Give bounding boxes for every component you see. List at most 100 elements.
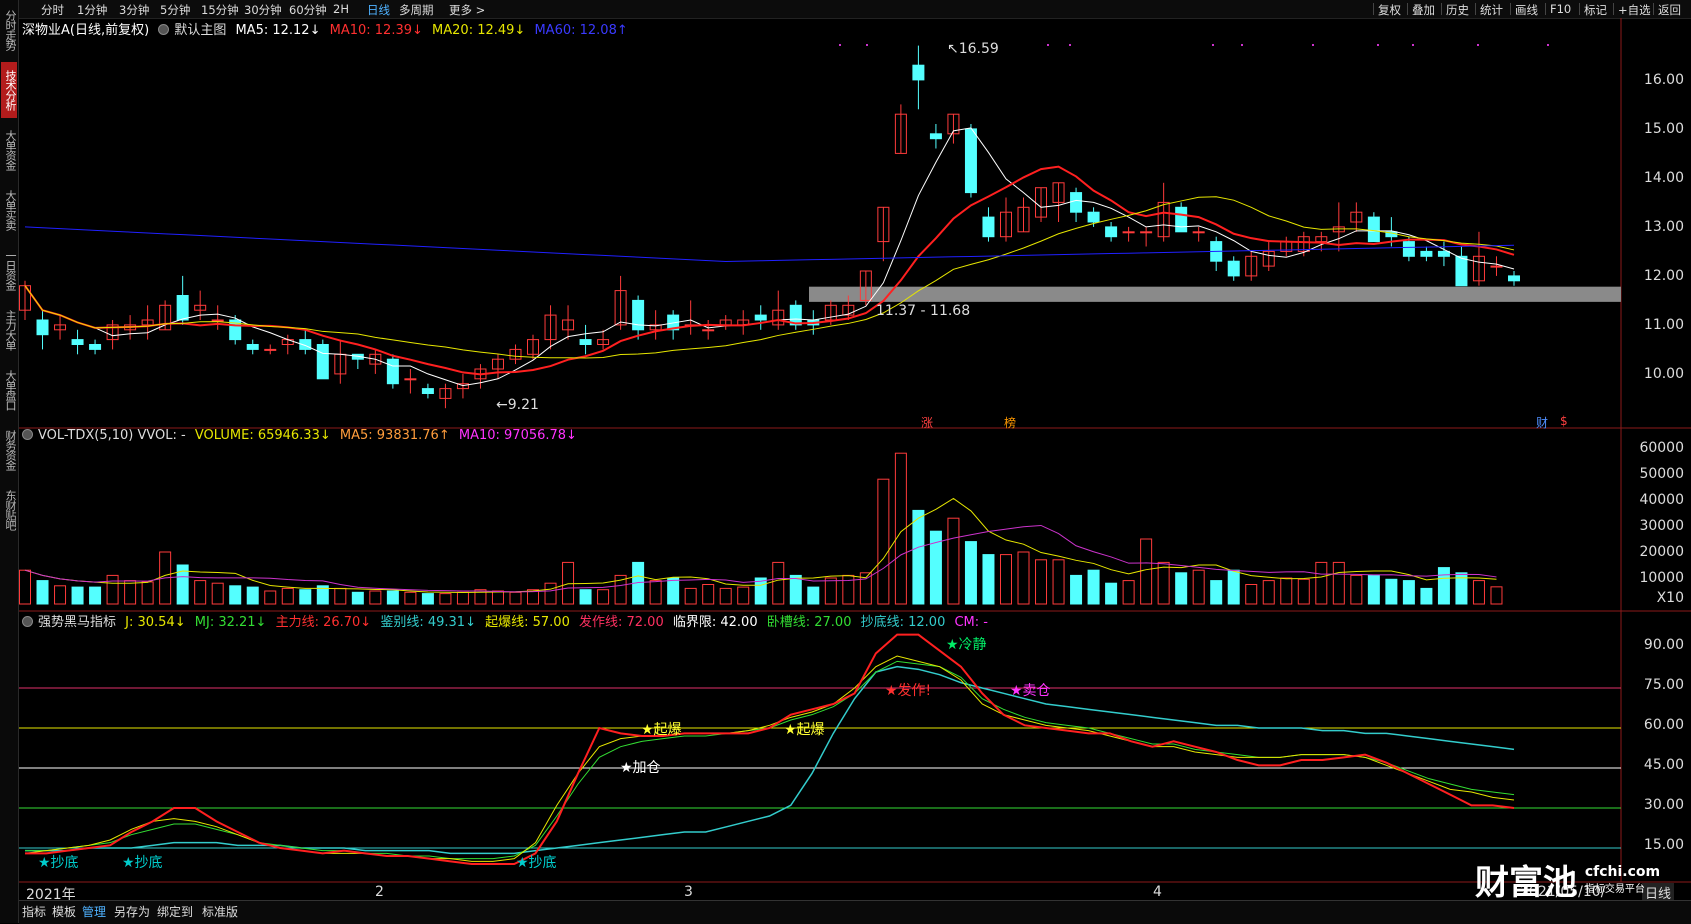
candle-down[interactable] (632, 299, 645, 331)
candle-up[interactable] (106, 324, 119, 341)
candle-down[interactable] (421, 388, 434, 395)
template-name[interactable]: 默认主图 (174, 23, 227, 38)
candle-up[interactable] (999, 211, 1012, 238)
sidebar-tab-6[interactable]: 大单盘口 (4, 370, 17, 410)
event-marker[interactable]: $ (1560, 414, 1568, 428)
candle-up[interactable] (369, 353, 382, 365)
candle-down[interactable] (316, 344, 329, 380)
candle-down[interactable] (1508, 275, 1520, 282)
candle-up[interactable] (772, 309, 785, 326)
period-tab-3[interactable]: 5分钟 (160, 3, 191, 17)
candle-down[interactable] (929, 133, 942, 140)
sidebar-tab-2[interactable]: 大单资金 (4, 130, 17, 170)
candle-up[interactable] (54, 324, 67, 331)
toolbar-button-1[interactable]: 叠加 (1412, 3, 1435, 17)
candle-up[interactable] (544, 314, 557, 341)
candle-up[interactable] (439, 388, 452, 399)
period-tab-9[interactable]: 多周期 (399, 3, 434, 17)
candle-down[interactable] (1437, 250, 1450, 257)
sidebar-tab-7[interactable]: 财务资金 (4, 430, 17, 470)
settings-icon[interactable] (158, 24, 170, 35)
candle-up[interactable] (1472, 255, 1485, 282)
bottom-tab-4[interactable]: 绑定到 (157, 905, 194, 919)
candle-down[interactable] (579, 339, 592, 346)
period-tab-8[interactable]: 日线 (367, 3, 390, 17)
candle-up[interactable] (527, 339, 540, 355)
candle-up[interactable] (1017, 206, 1030, 233)
candle-down[interactable] (964, 128, 977, 194)
settings-icon[interactable] (22, 616, 33, 627)
candle-up[interactable] (1192, 231, 1205, 234)
bottom-tab-2[interactable]: 管理 (82, 905, 107, 919)
toolbar-button-0[interactable]: 复权 (1378, 3, 1401, 17)
event-marker[interactable]: 涨 (921, 416, 934, 430)
period-tab-6[interactable]: 60分钟 (289, 3, 327, 17)
period-tab-10[interactable]: 更多 > (449, 3, 486, 17)
candle-up[interactable] (1122, 231, 1135, 234)
candle-down[interactable] (1070, 192, 1083, 213)
period-tab-0[interactable]: 分时 (41, 3, 64, 17)
toolbar-button-2[interactable]: 历史 (1446, 3, 1469, 17)
candle-down[interactable] (1402, 241, 1415, 257)
candle-up[interactable] (509, 348, 522, 360)
chart-canvas[interactable] (19, 0, 1691, 900)
candle-down[interactable] (299, 339, 312, 350)
toolbar-button-3[interactable]: 统计 (1480, 3, 1503, 17)
period-tab-2[interactable]: 3分钟 (119, 3, 150, 17)
settings-icon[interactable] (22, 429, 33, 440)
toolbar-button-6[interactable]: 标记 (1584, 3, 1607, 17)
candle-up[interactable] (491, 358, 504, 370)
toolbar-button-7[interactable]: +自选 (1618, 3, 1651, 17)
candle-down[interactable] (89, 344, 102, 350)
candle-down[interactable] (1367, 216, 1380, 243)
candle-down[interactable] (1227, 260, 1240, 277)
candle-up[interactable] (194, 304, 207, 311)
candle-up[interactable] (1297, 236, 1310, 252)
sidebar-tab-1[interactable]: 技术分析 (1, 62, 17, 118)
candle-up[interactable] (1157, 201, 1170, 238)
candle-down[interactable] (246, 344, 259, 350)
sidebar-tab-5[interactable]: 主力大单 (4, 310, 17, 350)
candle-up[interactable] (1052, 182, 1065, 203)
candle-down[interactable] (1105, 226, 1118, 238)
candle-down[interactable] (36, 319, 49, 336)
candle-up[interactable] (842, 304, 855, 316)
candle-down[interactable] (1087, 211, 1100, 223)
candle-down[interactable] (789, 304, 802, 326)
candle-up[interactable] (894, 113, 907, 154)
event-marker[interactable]: 榜 (1004, 416, 1017, 430)
toolbar-button-4[interactable]: 画线 (1515, 3, 1538, 17)
candle-up[interactable] (1245, 255, 1258, 277)
bottom-tab-3[interactable]: 另存为 (114, 905, 151, 919)
candle-up[interactable] (562, 319, 575, 331)
event-marker[interactable]: 财 (1536, 416, 1549, 430)
candle-up[interactable] (141, 319, 154, 326)
candle-up[interactable] (1350, 211, 1363, 223)
candle-down[interactable] (982, 216, 995, 238)
sidebar-tab-3[interactable]: 大单买卖 (4, 190, 17, 230)
candle-up[interactable] (404, 378, 417, 381)
candle-up[interactable] (211, 319, 224, 322)
candle-down[interactable] (176, 295, 189, 321)
period-tab-4[interactable]: 15分钟 (201, 3, 239, 17)
toolbar-button-5[interactable]: F10 (1550, 2, 1572, 16)
ind-title[interactable]: 强势黑马指标 (38, 615, 117, 630)
candle-up[interactable] (702, 329, 715, 332)
sidebar-tab-8[interactable]: 东财贴吧 (4, 490, 17, 530)
candle-up[interactable] (877, 206, 890, 243)
candle-down[interactable] (386, 358, 399, 385)
candle-down[interactable] (1420, 250, 1433, 257)
candle-up[interactable] (456, 383, 469, 390)
candle-up[interactable] (1140, 231, 1153, 234)
period-tab-1[interactable]: 1分钟 (77, 3, 108, 17)
sidebar-tab-0[interactable]: 分时走势 (4, 10, 17, 50)
period-tab-5[interactable]: 30分钟 (244, 3, 282, 17)
toolbar-button-8[interactable]: 返回 (1658, 3, 1681, 17)
candle-down[interactable] (71, 339, 84, 346)
bottom-tab-1[interactable]: 模板 (52, 905, 77, 919)
bottom-tab-5[interactable]: 标准版 (202, 905, 239, 919)
vol-title[interactable]: VOL-TDX(5,10) VVOL: - (38, 428, 186, 443)
candle-up[interactable] (649, 324, 662, 331)
candle-down[interactable] (1175, 206, 1188, 233)
candle-up[interactable] (614, 290, 627, 326)
